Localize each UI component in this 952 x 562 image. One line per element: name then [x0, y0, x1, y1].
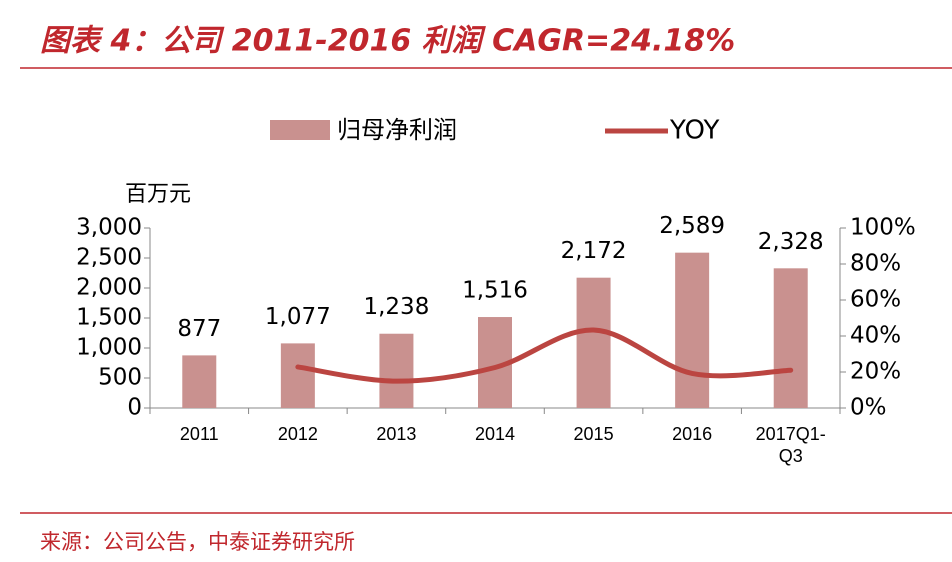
x-tick-label: 2015 [573, 424, 614, 444]
bar [773, 268, 808, 408]
bar [576, 277, 611, 408]
y2-tick-label: 0% [850, 395, 887, 421]
y-tick-label: 1,500 [76, 305, 142, 331]
legend-swatch-bar [270, 120, 330, 140]
legend-label: 归母净利润 [337, 116, 457, 144]
y-tick-label: 1,000 [76, 335, 142, 361]
y-tick-label: 500 [98, 365, 142, 391]
yoy-line [295, 327, 794, 384]
y2-tick-label: 40% [850, 323, 901, 349]
x-tick-label: 2016 [672, 424, 713, 444]
x-tick-label: 2011 [179, 424, 219, 444]
y-tick-label: 0 [127, 395, 142, 421]
data-label: 1,516 [462, 278, 528, 304]
data-label: 2,589 [659, 213, 725, 239]
x-tick-label: 2013 [376, 424, 417, 444]
y-tick-label: 2,500 [76, 245, 142, 271]
data-label: 1,238 [363, 294, 429, 320]
y2-tick-label: 100% [850, 215, 916, 241]
x-tick-label: 2012 [277, 424, 318, 444]
x-tick-label: 2014 [474, 424, 516, 444]
bar [182, 355, 217, 408]
y-tick-label: 2,000 [76, 275, 142, 301]
data-label: 877 [177, 316, 221, 342]
data-label: 2,328 [758, 229, 824, 255]
bar [280, 343, 315, 408]
legend-label: YOY [669, 116, 720, 146]
y2-tick-label: 20% [850, 359, 901, 385]
y2-tick-label: 60% [850, 287, 901, 313]
data-label: 1,077 [265, 304, 331, 330]
source: 来源：公司公告，中泰证券研究所 [40, 530, 355, 554]
bar [675, 252, 710, 408]
y-axis-label: 百万元 [125, 182, 191, 207]
data-label: 2,172 [561, 238, 627, 264]
y-tick-label: 3,000 [76, 215, 142, 241]
chart-title: 图表 4：公司 2011-2016 利润 CAGR=24.18% [40, 24, 735, 59]
bar [379, 333, 414, 408]
y2-tick-label: 80% [850, 251, 901, 277]
x-tick-label: 2017Q1-Q3 [755, 424, 826, 466]
